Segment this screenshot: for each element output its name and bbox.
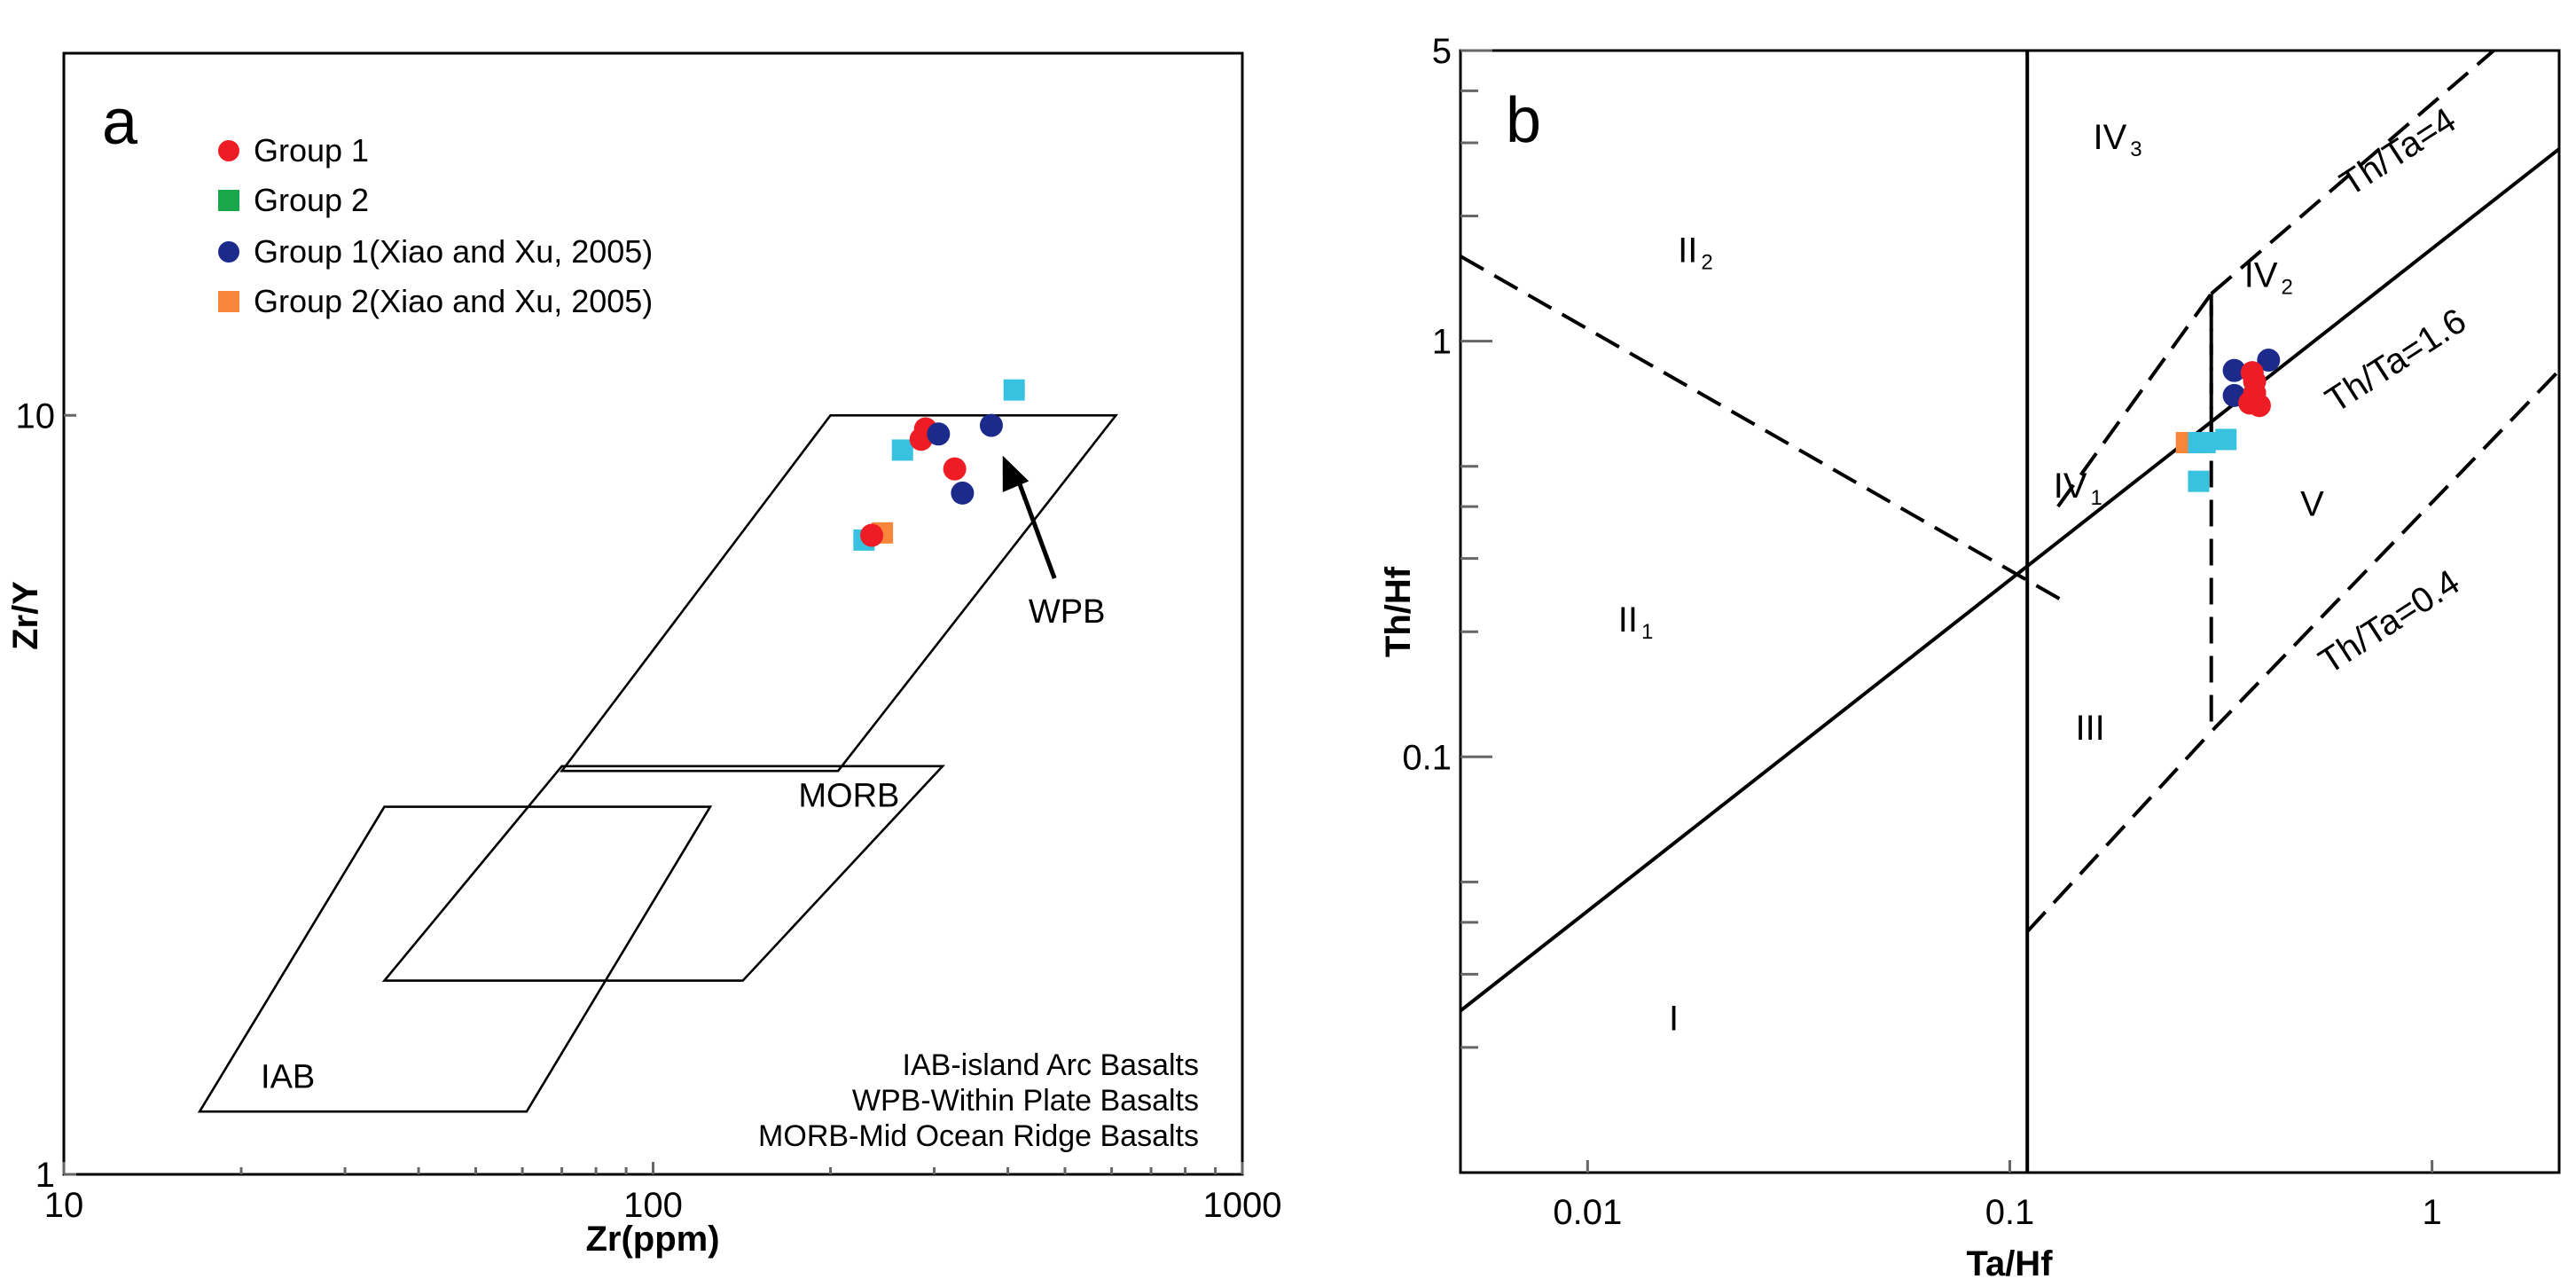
field-label-wpb: WPB: [1029, 593, 1106, 631]
panel-a-fields: MORB IAB: [197, 413, 1119, 1113]
legend-marker-group-1: [218, 140, 239, 161]
arrow-shaft: [1013, 470, 1057, 579]
arrow-head: [1002, 455, 1030, 492]
ratio-label-th-ta-4: Th/Ta=4: [2333, 100, 2462, 203]
a-point-group-1: [860, 523, 884, 547]
region-i: I: [1669, 1000, 1679, 1039]
panel-a-x-axis-label: Zr(ppm): [585, 1220, 719, 1259]
panel-a-y-axis-label: Zr/Y: [6, 581, 45, 650]
field-morb: [381, 765, 945, 982]
b-x-tick-label-1: 1: [2423, 1193, 2442, 1232]
ratio-label-th-ta-0-4: Th/Ta=0.4: [2312, 562, 2466, 681]
panel-a-points: [853, 379, 1025, 551]
b-y-tick-label-5: 5: [1432, 32, 1452, 71]
note-wpb: WPB-Within Plate Basalts: [852, 1084, 1199, 1118]
region-iv3: IV 3: [2093, 118, 2141, 161]
b-x-tick-label-0.1: 0.1: [1985, 1193, 2035, 1232]
a-point-group-1: [943, 457, 967, 481]
b-y-tick-label-1: 1: [1432, 323, 1452, 362]
boundary-line-4: [2056, 288, 2561, 736]
legend-marker-group-2: [218, 190, 239, 211]
b-point-unlabeled-cyan: [2194, 432, 2216, 454]
field-iab: [197, 805, 713, 1113]
b-point-unlabeled-cyan: [2188, 470, 2210, 492]
legend-label-group-1: Group 1: [254, 132, 369, 169]
region-v: V: [2300, 485, 2324, 524]
region-ii2: II 2: [1678, 231, 1713, 274]
panel-b-points: [2175, 349, 2281, 492]
legend-marker-group-1-xiao: [218, 241, 239, 263]
a-point-group-1-xiao-and-xu-2005: [979, 413, 1003, 437]
boundary-line-2: [1459, 147, 2561, 1013]
panel-a-label: a: [102, 87, 138, 158]
x-tick-label-1000: 1000: [1203, 1186, 1282, 1225]
boundary-line-5: [2210, 49, 2495, 295]
b-y-tick-label-0.1: 0.1: [1402, 738, 1452, 777]
y-tick-label-10: 10: [16, 396, 56, 436]
b-point-group-1-xiao-and-xu-2005: [2222, 358, 2246, 382]
region-ii1: II 1: [1618, 600, 1654, 644]
panel-a-wpb-arrow: WPB: [1002, 455, 1106, 631]
field-wpb: [559, 413, 1119, 773]
legend-marker-group-2-xiao: [218, 291, 239, 312]
field-label-morb: MORB: [798, 778, 899, 815]
panel-a-notes: IAB-island Arc Basalts WPB-Within Plate …: [758, 1048, 1199, 1153]
a-point-group-1-xiao-and-xu-2005: [927, 422, 951, 446]
a-point-group-1-xiao-and-xu-2005: [951, 481, 975, 505]
b-point-group-1-xiao-and-xu-2005: [2257, 349, 2281, 373]
panel-b-region-labels: I II 1 II 2 III IV 1 IV 2 IV 3 V: [1618, 118, 2324, 1039]
legend-label-group-1-xiao: Group 1(Xiao and Xu, 2005): [254, 233, 653, 270]
panel-a-legend: Group 1 Group 2 Group 1(Xiao and Xu, 200…: [218, 132, 653, 319]
region-iii: III: [2075, 709, 2104, 748]
region-iv2: IV 2: [2244, 256, 2293, 300]
note-morb: MORB-Mid Ocean Ridge Basalts: [758, 1119, 1199, 1153]
boundary-line-6: [2025, 730, 2213, 933]
x-tick-label-10: 10: [44, 1186, 84, 1225]
a-point-group-1: [909, 428, 933, 451]
boundary-line-3: [1460, 255, 2066, 604]
panel-b-y-axis-label: Th/Hf: [1379, 566, 1418, 657]
field-label-iab: IAB: [261, 1058, 315, 1095]
legend-label-group-2: Group 2: [254, 182, 369, 218]
legend-label-group-2-xiao: Group 2(Xiao and Xu, 2005): [254, 283, 653, 319]
y-tick-label-1: 1: [35, 1156, 55, 1195]
b-point-group-1: [2247, 394, 2271, 418]
panel-b-chart: 0.01 0.1 1 0.1 1 5 I II 1 II 2 III IV 1 IV 2 IV 3 V Th/Ta…: [1379, 32, 2561, 1283]
b-x-tick-label-0.01: 0.01: [1553, 1193, 1622, 1232]
panel-b-discrimination-lines: [1459, 49, 2561, 1173]
x-tick-label-100: 100: [623, 1186, 683, 1225]
panel-b-label: b: [1506, 85, 1541, 156]
region-iv1: IV 1: [2054, 467, 2102, 510]
a-point-unlabeled-cyan: [1003, 379, 1025, 401]
panel-b-ticks: 0.01 0.1 1 0.1 1 5: [1402, 32, 2441, 1232]
b-point-unlabeled-cyan: [2215, 428, 2237, 451]
a-point-unlabeled-cyan: [891, 439, 913, 461]
panel-b-x-axis-label: Ta/Hf: [1966, 1244, 2053, 1283]
b-point-group-1: [2240, 361, 2264, 385]
note-iab: IAB-island Arc Basalts: [903, 1048, 1199, 1082]
